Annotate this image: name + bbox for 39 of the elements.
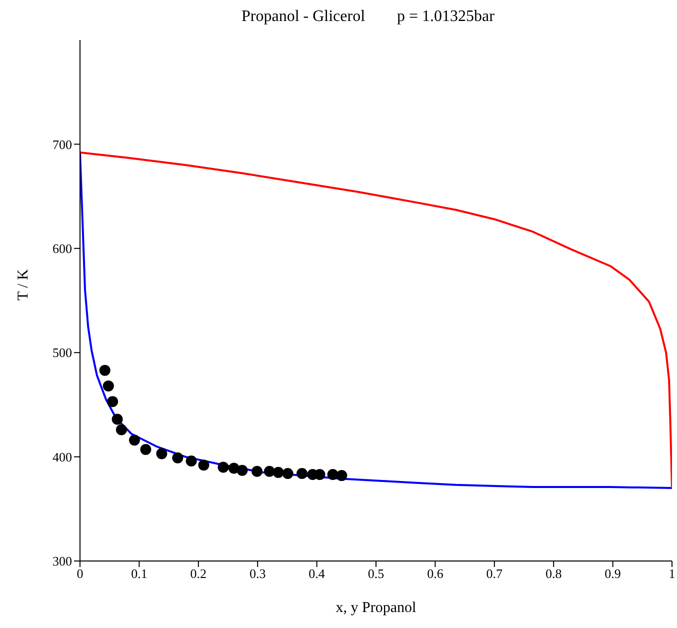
point <box>186 455 197 466</box>
point <box>336 470 348 482</box>
x-axis-title: x, y Propanol <box>336 600 416 616</box>
x-tick-label: 0.3 <box>249 566 266 582</box>
point <box>112 414 123 425</box>
y-tick-label: 700 <box>52 136 72 152</box>
y-tick-label: 500 <box>52 345 72 360</box>
point <box>236 464 248 476</box>
x-tick-label: 0.2 <box>190 566 207 582</box>
x-tick-label: 1 <box>668 566 676 582</box>
point <box>116 424 127 436</box>
point <box>128 434 140 446</box>
line-series <box>80 152 672 490</box>
point <box>107 396 118 408</box>
x-tick-label: 0.6 <box>427 566 444 582</box>
x-tick-label: 0.9 <box>604 566 621 582</box>
point <box>156 448 168 460</box>
x-tick-label: 0 <box>76 566 84 582</box>
y-tick-label: 300 <box>52 554 72 569</box>
point <box>102 380 114 392</box>
point <box>282 468 294 479</box>
point <box>252 466 263 477</box>
point <box>140 444 152 456</box>
point <box>99 364 110 376</box>
y-axis-title: T / K <box>15 268 32 300</box>
point <box>296 468 308 479</box>
x-tick-label: 0.5 <box>368 566 384 582</box>
y-tick-label: 600 <box>52 241 72 256</box>
y-tick-label: 400 <box>52 449 72 464</box>
chart-title: Propanol - Glicerol p = 1.01325bar <box>240 8 496 27</box>
x-tick-label: 0.4 <box>308 566 326 582</box>
x-tick-label: 0.8 <box>545 566 562 582</box>
x-tick-label: 0.1 <box>131 566 148 582</box>
point <box>172 452 184 464</box>
point <box>218 462 229 473</box>
point <box>198 460 210 471</box>
point <box>264 466 275 477</box>
point <box>272 466 284 478</box>
x-tick-label: 0.7 <box>486 566 504 582</box>
